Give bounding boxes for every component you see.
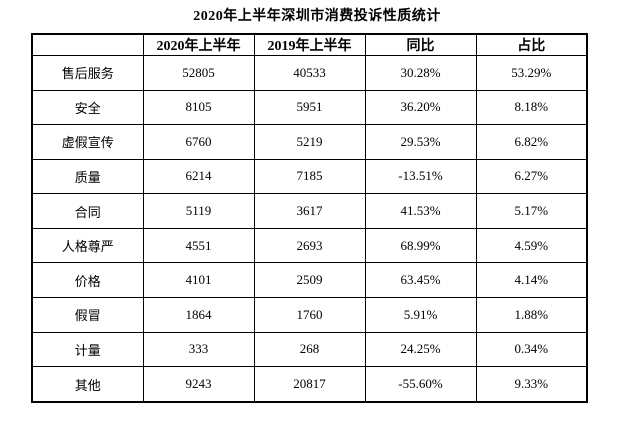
data-cell: 5119 bbox=[142, 193, 255, 229]
column-header-yoy: 同比 bbox=[364, 33, 477, 56]
data-cell: 1760 bbox=[253, 296, 366, 333]
data-cell: 20817 bbox=[253, 366, 366, 403]
row-label: 虚假宣传 bbox=[31, 124, 144, 160]
table-row: 其他 9243 20817 -55.60% 9.33% bbox=[31, 366, 588, 403]
data-cell: 2693 bbox=[253, 227, 366, 264]
corner-cell bbox=[31, 33, 144, 56]
data-cell: 1.88% bbox=[475, 296, 588, 333]
data-cell: -55.60% bbox=[364, 366, 477, 403]
table-row: 质量 6214 7185 -13.51% 6.27% bbox=[31, 158, 588, 195]
row-label: 其他 bbox=[31, 366, 144, 403]
table-row: 合同 5119 3617 41.53% 5.17% bbox=[31, 193, 588, 229]
data-cell: 6.27% bbox=[475, 158, 588, 195]
data-cell: -13.51% bbox=[364, 158, 477, 195]
data-cell: 41.53% bbox=[364, 193, 477, 229]
row-label: 计量 bbox=[31, 331, 144, 368]
table-row: 安全 8105 5951 36.20% 8.18% bbox=[31, 89, 588, 126]
data-cell: 5951 bbox=[253, 89, 366, 126]
data-cell: 2509 bbox=[253, 262, 366, 298]
data-cell: 3617 bbox=[253, 193, 366, 229]
data-cell: 4101 bbox=[142, 262, 255, 298]
column-header-share: 占比 bbox=[475, 33, 588, 56]
complaints-stats-table: 2020年上半年 2019年上半年 同比 占比 售后服务 52805 40533… bbox=[31, 33, 588, 403]
data-cell: 5.91% bbox=[364, 296, 477, 333]
data-cell: 9.33% bbox=[475, 366, 588, 403]
table-row: 价格 4101 2509 63.45% 4.14% bbox=[31, 262, 588, 298]
table-row: 售后服务 52805 40533 30.28% 53.29% bbox=[31, 55, 588, 91]
row-label: 人格尊严 bbox=[31, 227, 144, 264]
data-cell: 36.20% bbox=[364, 89, 477, 126]
data-cell: 8105 bbox=[142, 89, 255, 126]
data-cell: 8.18% bbox=[475, 89, 588, 126]
data-cell: 24.25% bbox=[364, 331, 477, 368]
table-row: 假冒 1864 1760 5.91% 1.88% bbox=[31, 296, 588, 333]
data-cell: 4.59% bbox=[475, 227, 588, 264]
row-label: 假冒 bbox=[31, 296, 144, 333]
data-cell: 29.53% bbox=[364, 124, 477, 160]
row-label: 质量 bbox=[31, 158, 144, 195]
data-cell: 6214 bbox=[142, 158, 255, 195]
row-label: 价格 bbox=[31, 262, 144, 298]
page-title: 2020年上半年深圳市消费投诉性质统计 bbox=[193, 9, 441, 24]
data-cell: 5.17% bbox=[475, 193, 588, 229]
data-cell: 53.29% bbox=[475, 55, 588, 91]
table-row: 人格尊严 4551 2693 68.99% 4.59% bbox=[31, 227, 588, 264]
data-cell: 63.45% bbox=[364, 262, 477, 298]
data-cell: 1864 bbox=[142, 296, 255, 333]
row-label: 安全 bbox=[31, 89, 144, 126]
row-label: 合同 bbox=[31, 193, 144, 229]
data-cell: 0.34% bbox=[475, 331, 588, 368]
header-row: 2020年上半年 2019年上半年 同比 占比 bbox=[31, 33, 588, 56]
data-cell: 333 bbox=[142, 331, 255, 368]
data-cell: 30.28% bbox=[364, 55, 477, 91]
data-cell: 6760 bbox=[142, 124, 255, 160]
data-cell: 6.82% bbox=[475, 124, 588, 160]
data-cell: 52805 bbox=[142, 55, 255, 91]
data-cell: 268 bbox=[253, 331, 366, 368]
data-cell: 7185 bbox=[253, 158, 366, 195]
data-cell: 68.99% bbox=[364, 227, 477, 264]
column-header-2020-h1: 2020年上半年 bbox=[142, 33, 255, 56]
data-cell: 4551 bbox=[142, 227, 255, 264]
data-cell: 5219 bbox=[253, 124, 366, 160]
table-row: 计量 333 268 24.25% 0.34% bbox=[31, 331, 588, 368]
column-header-2019-h1: 2019年上半年 bbox=[253, 33, 366, 56]
data-cell: 40533 bbox=[253, 55, 366, 91]
row-label: 售后服务 bbox=[31, 55, 144, 91]
data-cell: 9243 bbox=[142, 366, 255, 403]
data-cell: 4.14% bbox=[475, 262, 588, 298]
table-row: 虚假宣传 6760 5219 29.53% 6.82% bbox=[31, 124, 588, 160]
